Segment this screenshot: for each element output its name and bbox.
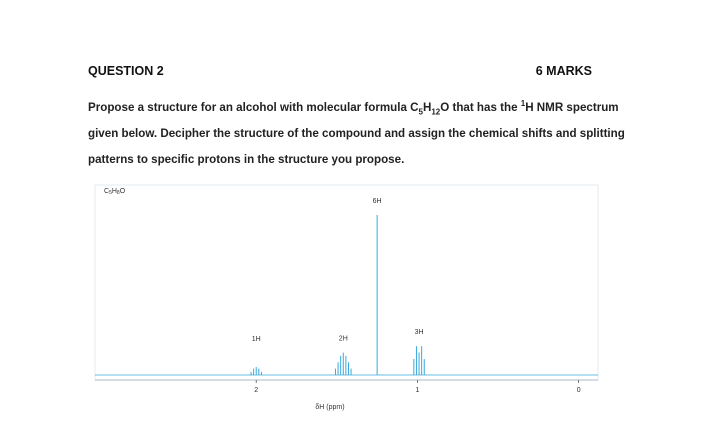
frame (94, 184, 599, 381)
x-tick-label: 0 (577, 387, 581, 394)
question-title: QUESTION 2 (88, 64, 164, 78)
text-run: 1 (520, 99, 526, 109)
axis-label: δH (ppm) (315, 404, 344, 411)
x-tick-label: 1 (415, 387, 419, 394)
formula-sub: 5 (109, 190, 112, 196)
text-run: 12 (431, 107, 441, 117)
formula-part: H (112, 188, 117, 195)
x-tick-label: 2 (254, 387, 258, 394)
formula-part: C (104, 188, 109, 195)
formula: C5H8O (104, 188, 126, 196)
text-run: Propose a structure for an alcohol with … (88, 101, 419, 114)
marks: 6 MARKS (535, 64, 592, 78)
text-run: H (422, 101, 432, 114)
text-run: O that has the (440, 101, 521, 114)
question-body: Propose a structure for an alcohol with … (88, 95, 628, 173)
formula-part: O (120, 188, 126, 195)
peak-label: 3H (415, 329, 424, 336)
peak-label: 1H (252, 336, 261, 343)
text-run: H NMR spectrum given below. Decipher the… (88, 101, 625, 166)
text-run: 5 (418, 107, 423, 117)
peak-label: 2H (339, 335, 348, 342)
peak-label: 6H (373, 198, 382, 205)
formula-sub: 8 (117, 190, 120, 196)
